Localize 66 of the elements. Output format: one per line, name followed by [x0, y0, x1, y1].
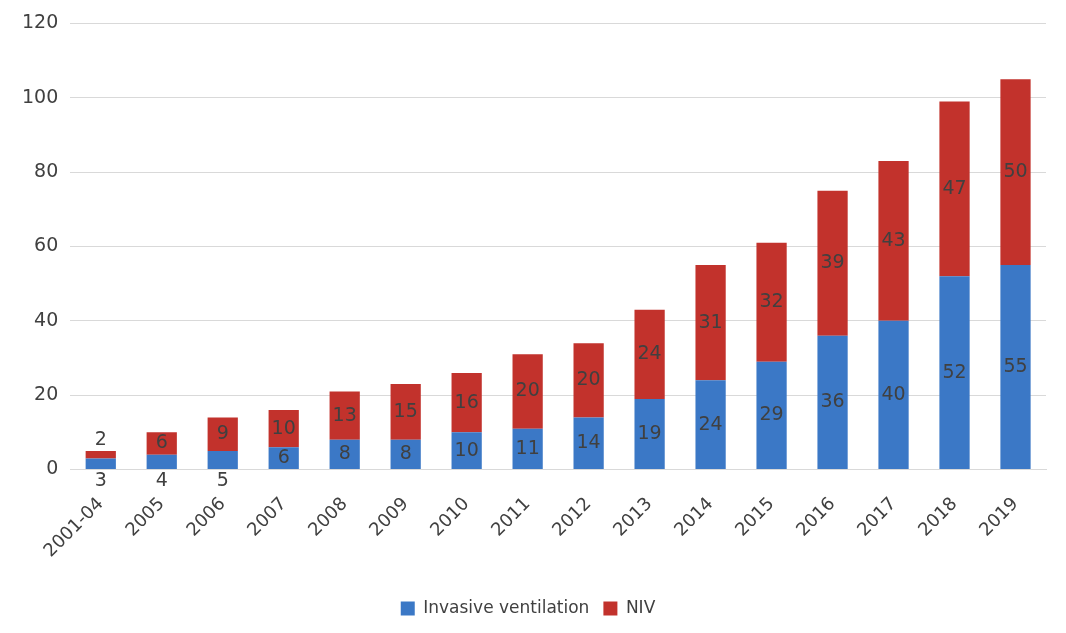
bar: [756, 361, 787, 470]
data-label: 29: [759, 402, 784, 425]
data-label: 19: [637, 420, 662, 443]
data-label: 24: [698, 411, 723, 434]
data-label: 39: [820, 250, 845, 273]
bar: [451, 372, 482, 433]
bar: [1000, 265, 1031, 470]
data-label: 2: [94, 426, 107, 449]
y-tick-label: 20: [34, 382, 59, 405]
bar: [878, 160, 909, 321]
bar: [329, 391, 360, 440]
data-label: 20: [515, 378, 540, 401]
bar: [817, 335, 848, 470]
data-label: 15: [393, 398, 418, 421]
bar: [1000, 79, 1031, 266]
y-tick-label: 120: [22, 10, 59, 33]
bar: [512, 354, 543, 429]
data-label: 55: [1003, 353, 1028, 376]
data-label: 4: [155, 467, 168, 490]
data-label: 13: [332, 402, 357, 425]
bar: [695, 265, 726, 381]
data-label: 31: [698, 309, 723, 332]
data-label: 24: [637, 341, 662, 364]
data-label: 9: [216, 421, 229, 444]
data-label: 5: [216, 467, 229, 490]
data-label: 36: [820, 389, 845, 412]
bar: [573, 343, 604, 418]
data-label: 40: [881, 381, 906, 404]
bar: [634, 398, 665, 470]
data-label: 47: [942, 175, 967, 198]
data-label: 50: [1003, 159, 1028, 182]
bar: [85, 458, 116, 470]
y-tick-label: 80: [34, 159, 59, 182]
data-label: 6: [277, 445, 290, 468]
bar: [756, 242, 787, 362]
data-label: 43: [881, 227, 906, 250]
bar: [634, 309, 665, 399]
y-tick-label: 0: [46, 456, 59, 479]
bar: [939, 101, 970, 277]
bar: [878, 320, 909, 470]
data-label: 10: [271, 415, 296, 438]
legend-label: Invasive ventilation: [423, 596, 590, 617]
data-label: 10: [454, 437, 479, 460]
bar: [207, 450, 238, 470]
data-label: 11: [515, 435, 540, 458]
data-label: 52: [942, 359, 967, 382]
y-tick-label: 40: [34, 307, 59, 330]
data-label: 20: [576, 367, 601, 390]
data-label: 6: [155, 430, 168, 453]
bar: [817, 190, 848, 336]
bar: [146, 454, 177, 470]
data-label: 14: [576, 430, 601, 453]
legend-label: NIV: [625, 596, 656, 617]
data-label: 16: [454, 389, 479, 412]
bar: [207, 417, 238, 451]
bar: [390, 384, 421, 440]
data-label: 8: [399, 441, 412, 464]
bar: [85, 450, 116, 459]
data-label: 32: [759, 289, 784, 312]
bar: [695, 380, 726, 470]
data-label: 3: [94, 467, 107, 490]
bar: [939, 276, 970, 470]
bar: [573, 417, 604, 470]
y-tick-label: 60: [34, 233, 59, 256]
data-label: 8: [338, 441, 351, 464]
y-tick-label: 100: [22, 84, 59, 107]
